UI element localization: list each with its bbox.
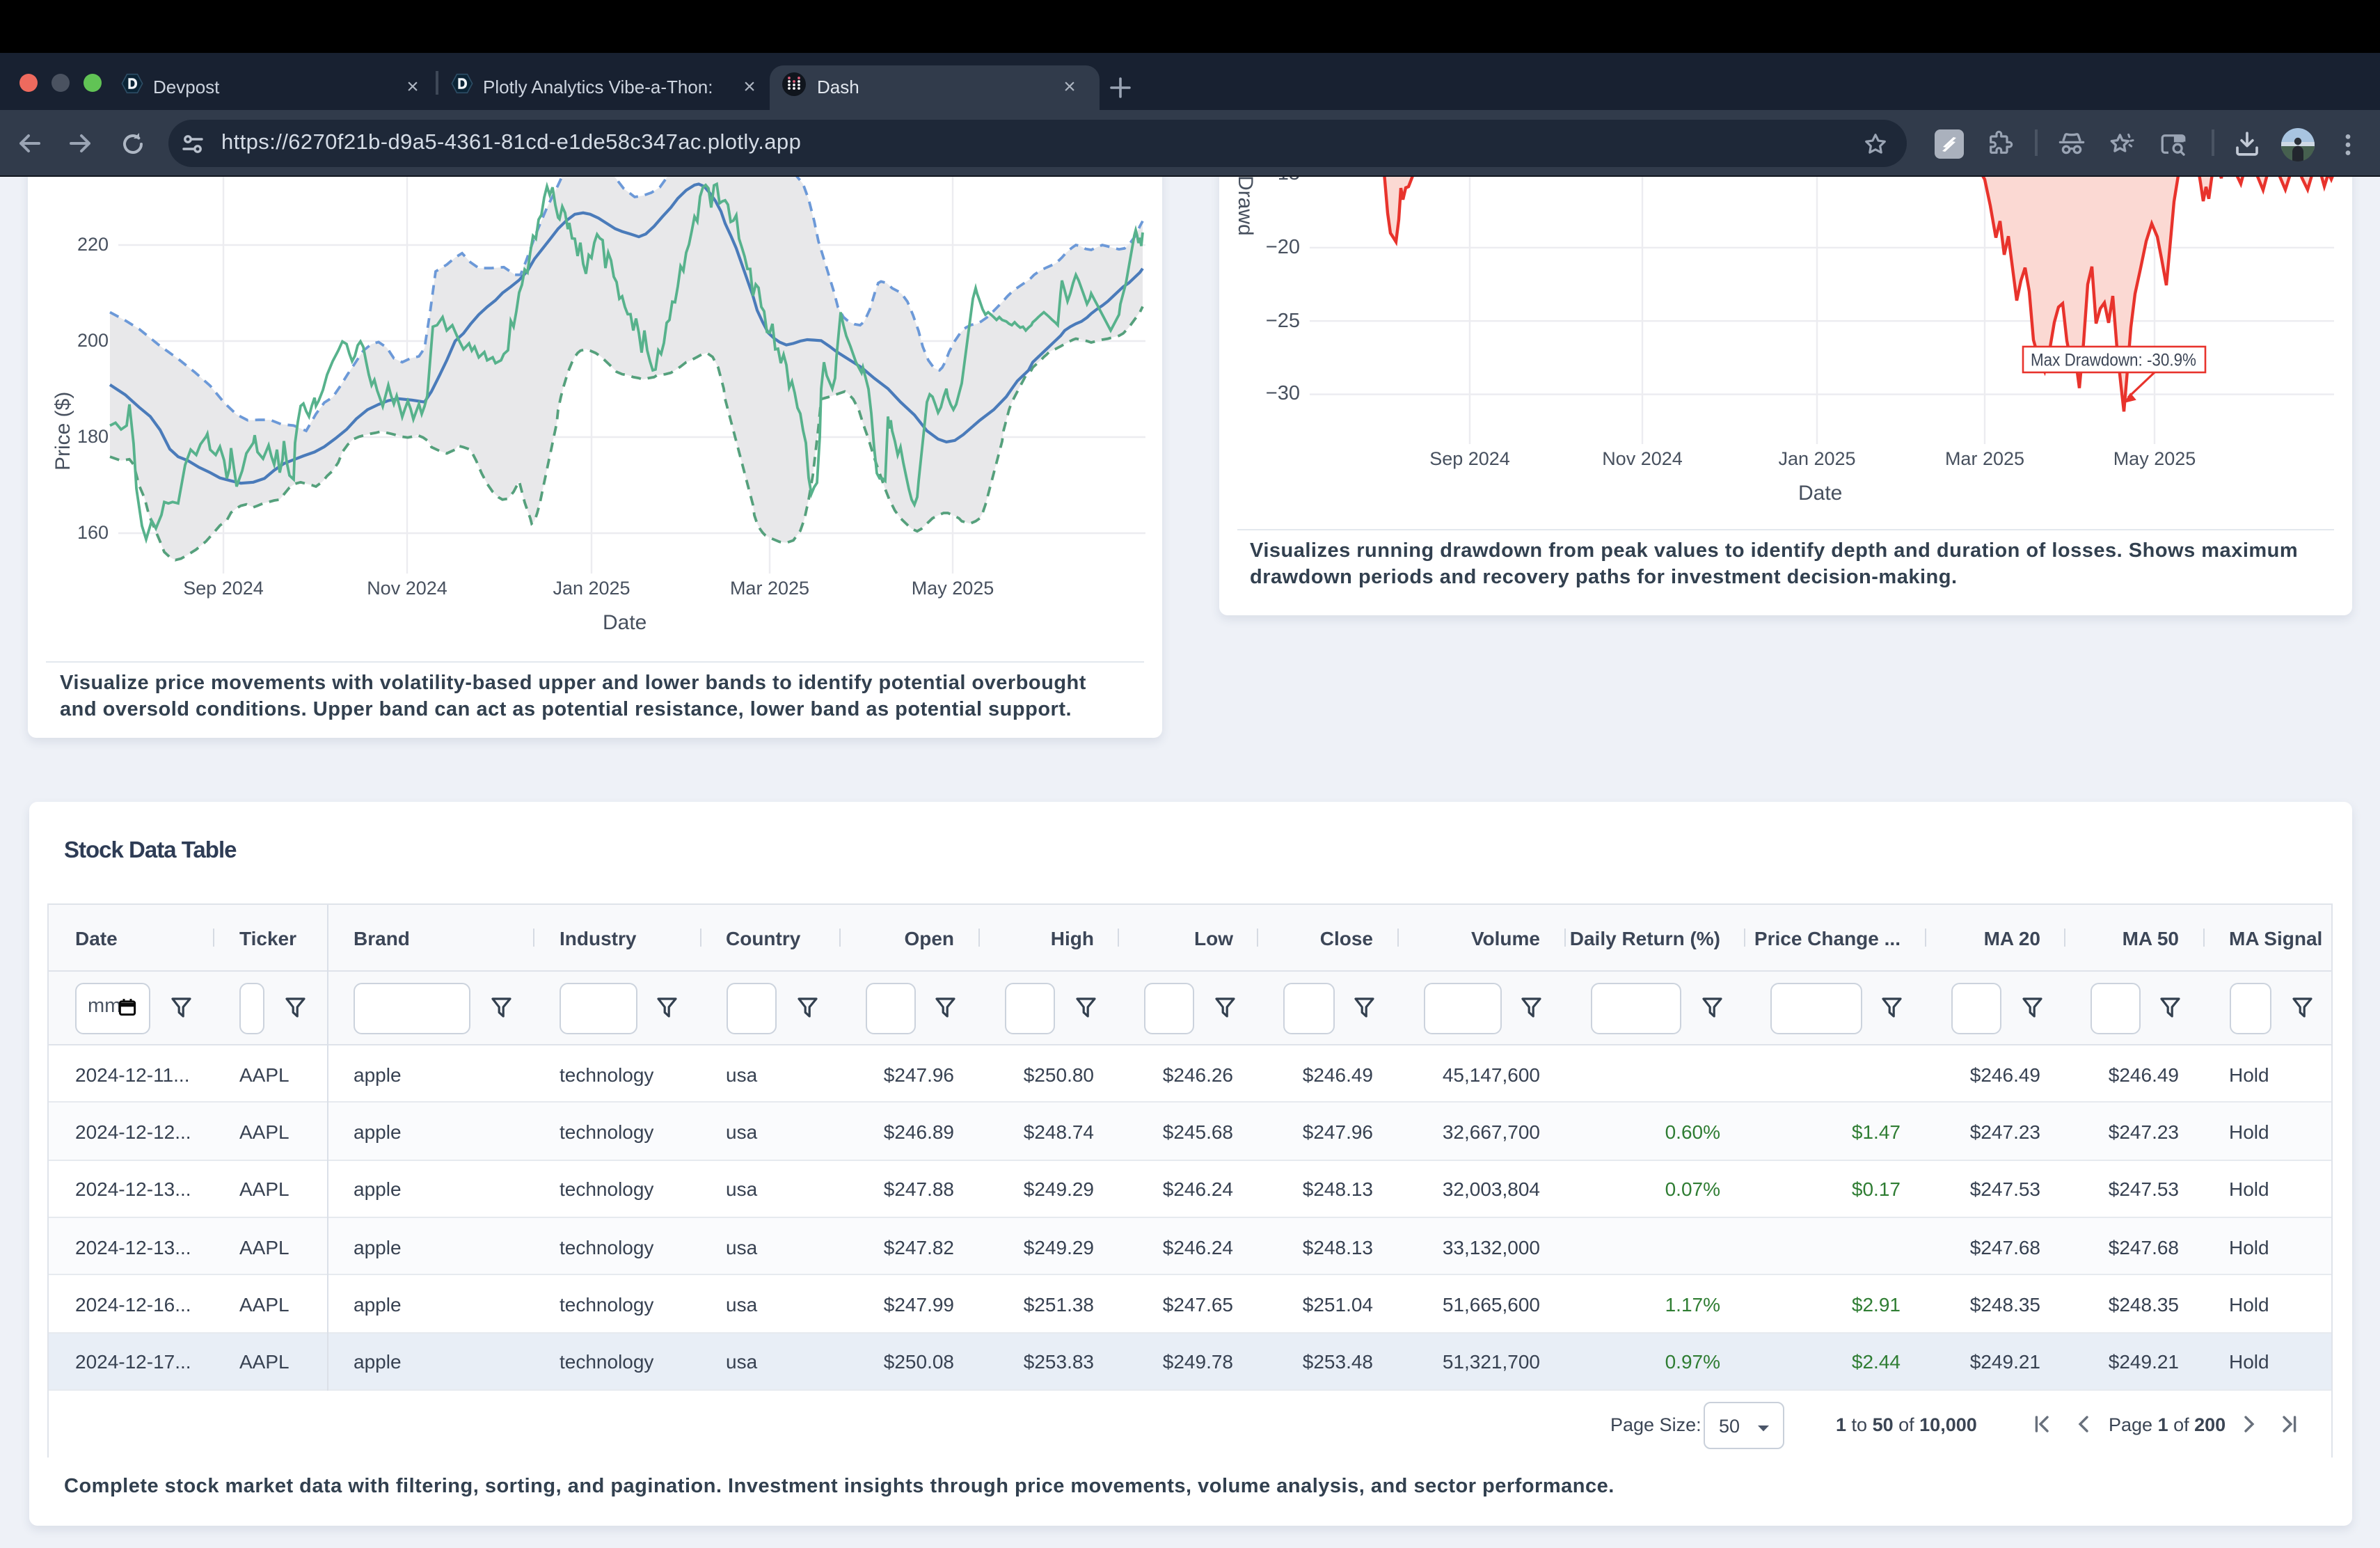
svg-text:Max Drawdown: -30.9%: Max Drawdown: -30.9% bbox=[2031, 351, 2196, 370]
